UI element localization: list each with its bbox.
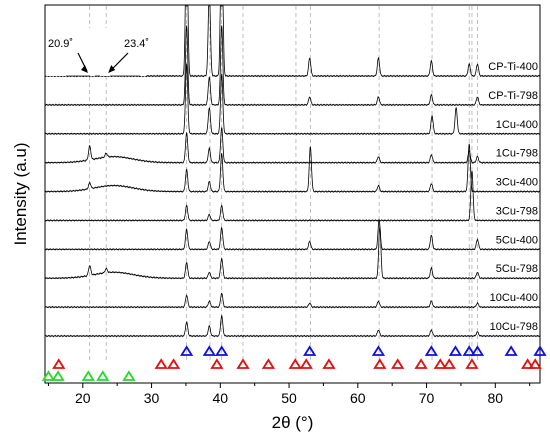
annotation-label: 20.9˚ (48, 38, 73, 50)
y-axis-label: Intensity (a.u) (11, 143, 30, 246)
phase-marker (465, 358, 479, 369)
series-label: 10Cu-400 (490, 292, 538, 304)
phase-marker (521, 358, 535, 369)
phase-marker (373, 358, 387, 369)
series-trace (44, 226, 541, 280)
phase-marker (371, 345, 386, 356)
phase-marker (51, 370, 65, 381)
phase-marker (210, 358, 224, 369)
x-tick-label: 50 (281, 390, 297, 406)
series-trace (44, 292, 541, 309)
phase-marker (303, 345, 317, 356)
phase-marker (470, 345, 485, 356)
phase-marker (180, 345, 194, 356)
series-label: 5Cu-400 (496, 234, 538, 246)
phase-marker (322, 358, 336, 369)
x-tick-label: 70 (419, 390, 435, 406)
plot-frame (44, 4, 541, 384)
series-trace (44, 218, 541, 251)
series-trace (44, 25, 541, 107)
phase-marker (424, 345, 438, 356)
series-trace (44, 314, 541, 338)
phase-marker (433, 358, 447, 369)
series-trace (44, 127, 541, 165)
annotation-box (46, 28, 146, 76)
phase-marker (236, 358, 250, 369)
series-label: 10Cu-798 (490, 321, 538, 333)
phase-marker (81, 370, 95, 381)
phase-marker (462, 345, 476, 356)
phase-marker (288, 358, 302, 369)
phase-marker (166, 358, 181, 369)
phase-marker (299, 358, 313, 369)
series-label: CP-Ti-400 (488, 61, 538, 73)
x-tick-label: 20 (75, 390, 91, 406)
arrowhead (81, 65, 88, 73)
phase-marker (528, 358, 542, 369)
phase-marker (122, 370, 136, 381)
phase-marker (261, 358, 276, 369)
series-trace (44, 63, 541, 136)
series-label: 1Cu-400 (496, 119, 538, 131)
phase-marker (391, 358, 405, 369)
annotation-label: 23.4˚ (124, 38, 149, 50)
x-tick-label: 60 (350, 390, 366, 406)
phase-marker (414, 358, 428, 369)
phase-marker (533, 345, 547, 356)
phase-marker (215, 345, 229, 356)
arrowhead (108, 65, 116, 73)
series-label: 3Cu-400 (496, 177, 538, 189)
x-tick-label: 40 (213, 390, 229, 406)
phase-marker (202, 345, 216, 356)
series-label: 5Cu-798 (496, 263, 538, 275)
phase-marker (41, 370, 56, 381)
series-trace (44, 170, 541, 222)
phase-marker (448, 345, 463, 356)
x-axis-label: 2θ (°) (272, 413, 314, 432)
phase-marker (504, 345, 518, 356)
x-tick-label: 30 (144, 390, 160, 406)
phase-marker (154, 358, 168, 369)
series-label: 1Cu-798 (496, 148, 538, 160)
series-label: CP-Ti-798 (488, 90, 538, 102)
phase-marker (96, 370, 110, 381)
series-trace (44, 143, 541, 193)
phase-marker (442, 358, 456, 369)
phase-marker (52, 358, 66, 369)
series-label: 3Cu-798 (496, 205, 538, 217)
x-tick-label: 80 (488, 390, 504, 406)
